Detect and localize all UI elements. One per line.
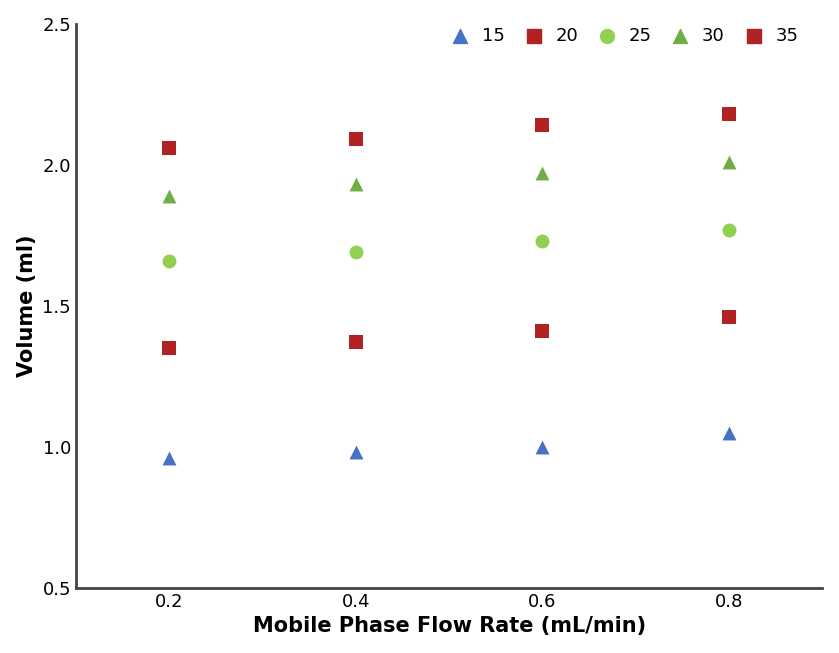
X-axis label: Mobile Phase Flow Rate (mL/min): Mobile Phase Flow Rate (mL/min) <box>253 616 646 636</box>
Y-axis label: Volume (ml): Volume (ml) <box>17 234 37 377</box>
25 <box>349 247 362 257</box>
25 <box>722 225 736 235</box>
35 <box>722 312 736 323</box>
15 <box>349 447 362 458</box>
35 <box>163 343 176 353</box>
Legend: 15, 20, 25, 30, 35: 15, 20, 25, 30, 35 <box>442 27 799 45</box>
15 <box>535 441 549 452</box>
15 <box>722 428 736 438</box>
35 <box>535 326 549 336</box>
30 <box>722 157 736 167</box>
30 <box>535 168 549 178</box>
25 <box>163 255 176 266</box>
20 <box>722 108 736 119</box>
20 <box>349 134 362 144</box>
30 <box>349 180 362 190</box>
15 <box>163 453 176 464</box>
25 <box>535 236 549 246</box>
20 <box>535 120 549 131</box>
20 <box>163 142 176 153</box>
35 <box>349 337 362 347</box>
30 <box>163 191 176 201</box>
